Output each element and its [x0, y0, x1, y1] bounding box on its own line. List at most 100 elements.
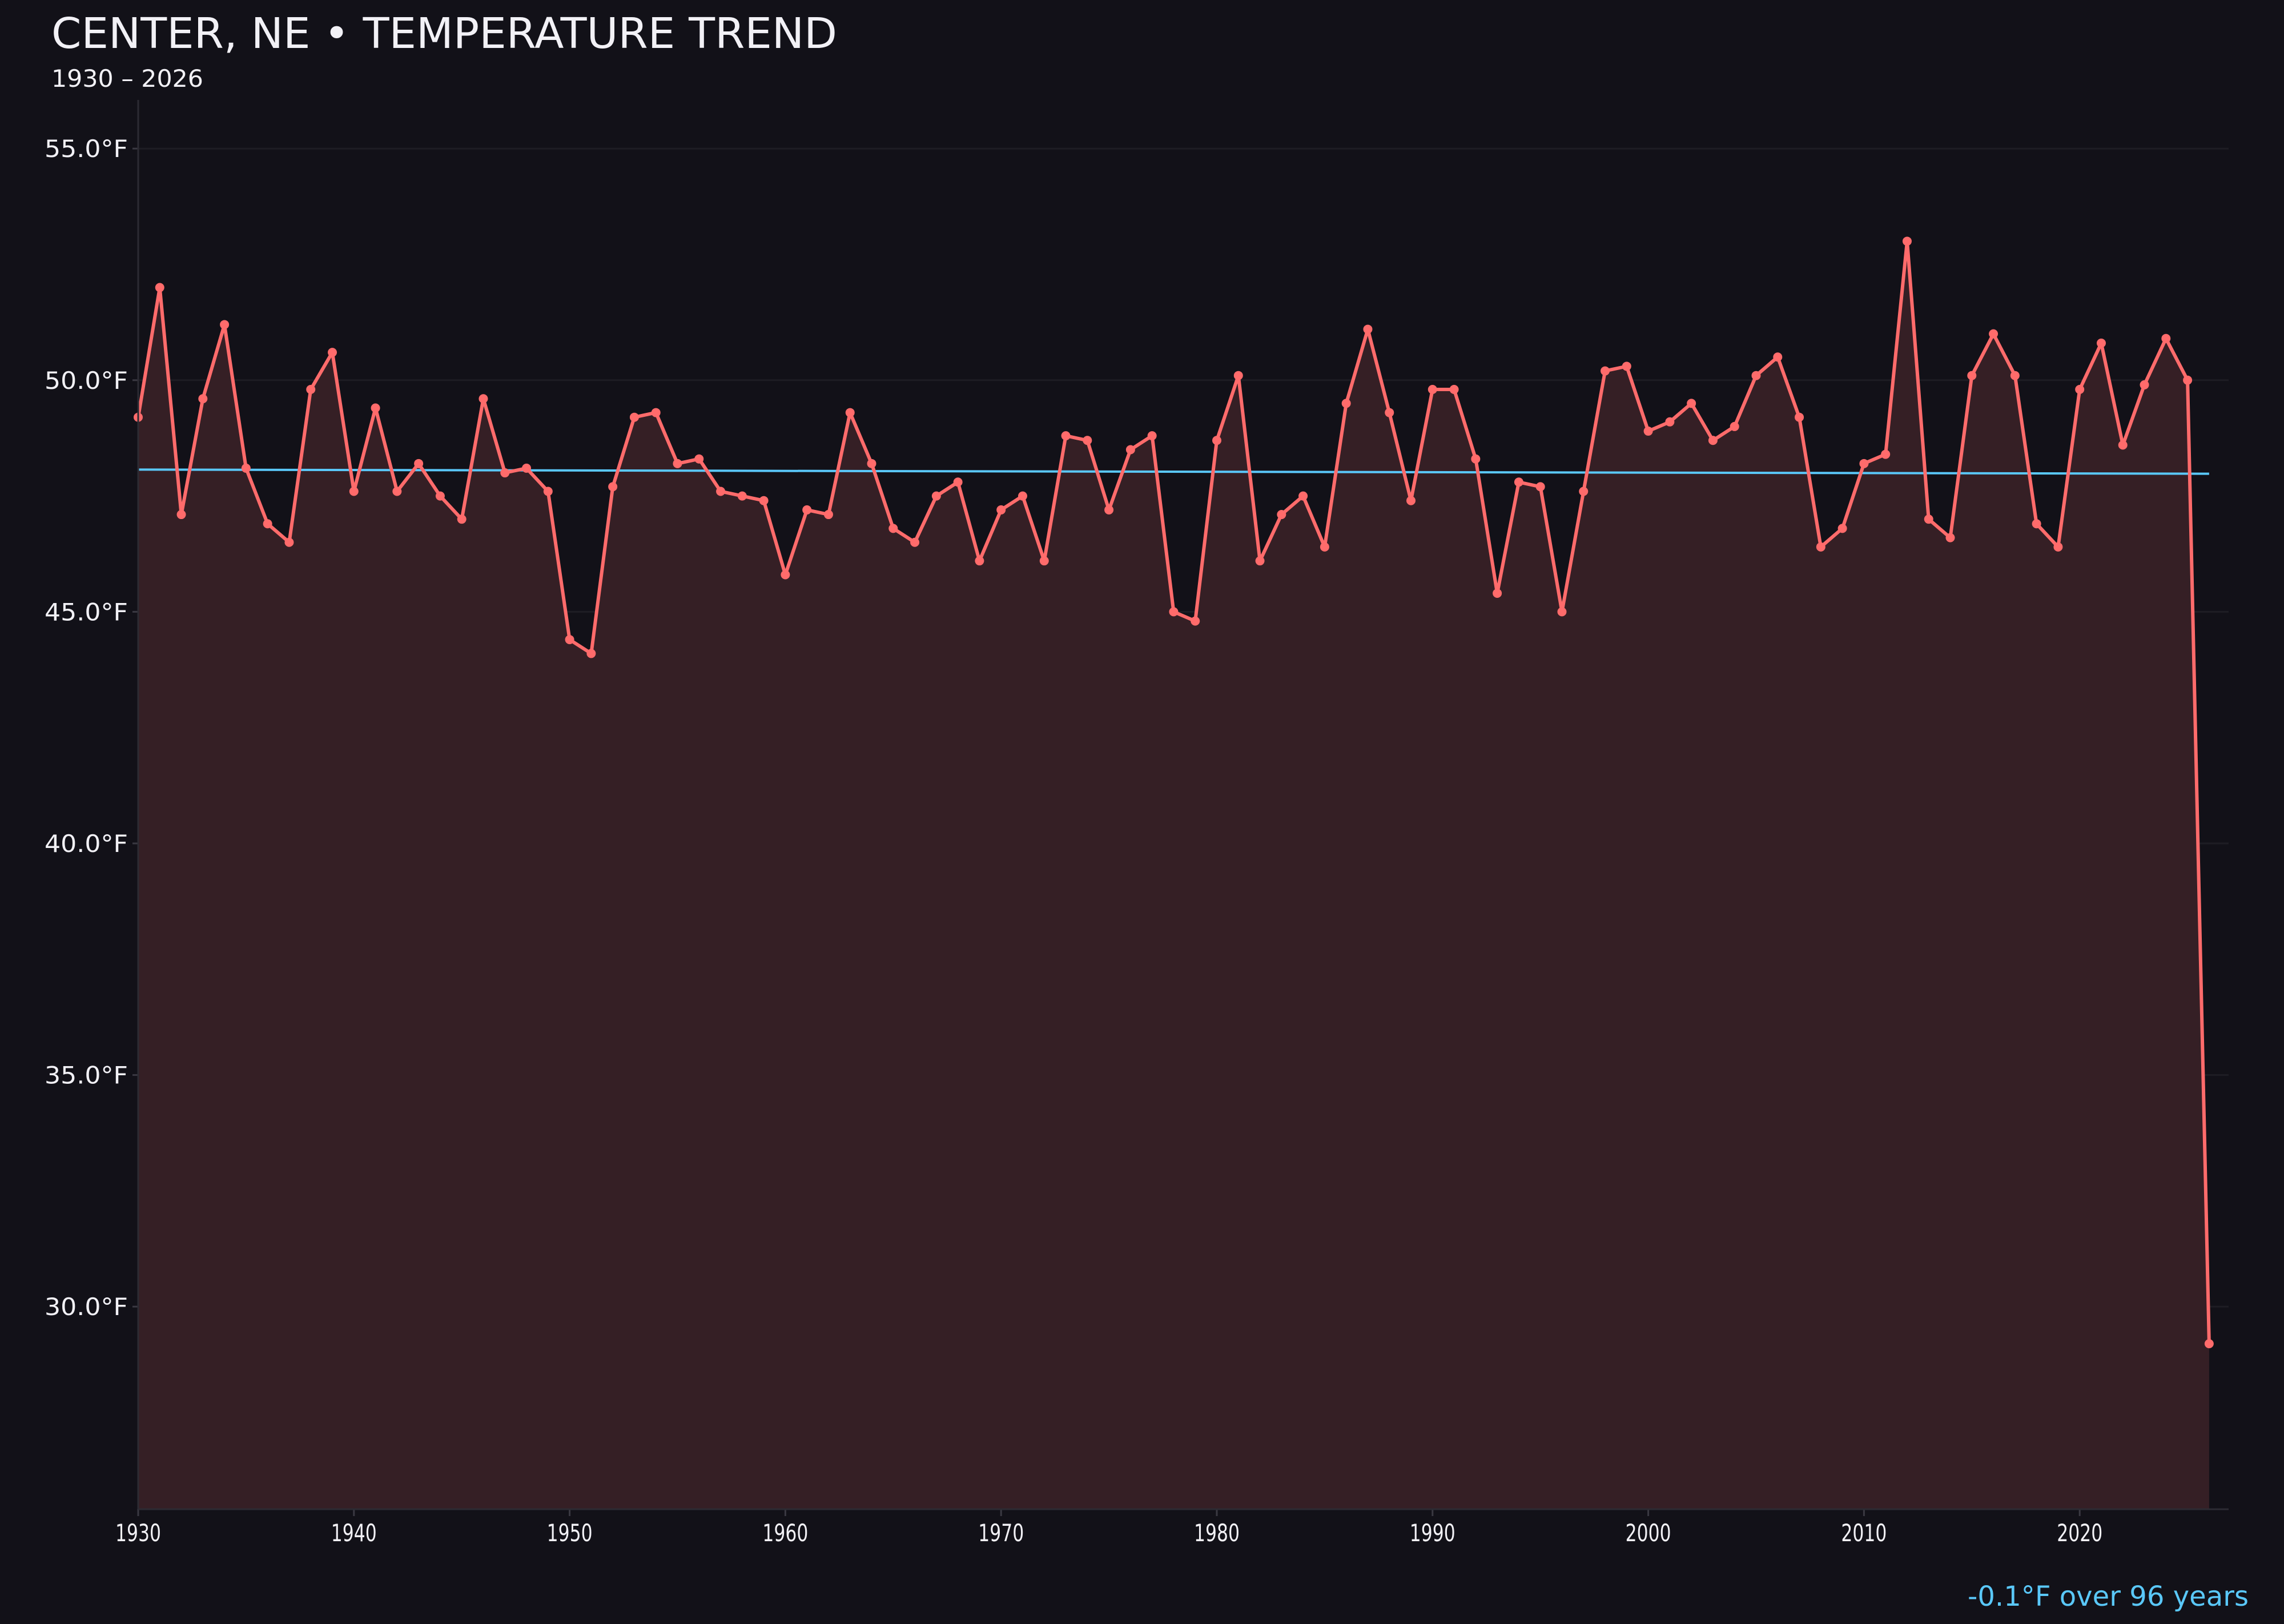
data-point [328, 348, 337, 357]
data-point [802, 505, 812, 514]
data-point [1427, 385, 1437, 395]
data-point [2032, 519, 2041, 529]
data-point [1277, 510, 1286, 520]
data-point [651, 408, 661, 417]
data-point [1967, 371, 1977, 380]
x-tick-label: 1950 [547, 1519, 593, 1547]
data-point [737, 491, 747, 501]
data-point [1557, 607, 1567, 617]
data-point [1061, 431, 1071, 441]
area-fill [138, 241, 2209, 1510]
data-point [1255, 556, 1265, 566]
data-point [1385, 408, 1394, 417]
data-point [673, 459, 682, 468]
data-point [910, 537, 920, 547]
data-point [2053, 542, 2063, 552]
data-point [478, 394, 488, 404]
data-point [392, 487, 402, 496]
data-point [953, 477, 963, 487]
chart-title: CENTER, NE • TEMPERATURE TREND [51, 9, 837, 58]
data-point [263, 519, 272, 529]
data-point [1471, 454, 1481, 464]
data-point [2204, 1339, 2214, 1349]
data-point [306, 385, 316, 395]
y-tick-label: 35.0°F [45, 1062, 128, 1090]
data-point [2010, 371, 2020, 380]
data-point [2183, 375, 2193, 385]
data-point [716, 487, 726, 496]
x-tick-label: 2020 [2057, 1519, 2102, 1547]
x-tick-label: 1940 [331, 1519, 377, 1547]
data-point [1191, 616, 1200, 626]
data-point [845, 408, 855, 417]
x-tick-label: 2010 [1841, 1519, 1887, 1547]
data-point [1687, 399, 1696, 408]
data-point [759, 496, 769, 505]
data-point [155, 283, 164, 292]
data-point [781, 570, 790, 580]
data-point [2118, 440, 2128, 450]
data-point [543, 487, 553, 496]
data-point [1341, 399, 1351, 408]
data-point [1902, 236, 1912, 246]
data-point [1708, 436, 1718, 445]
data-point [1104, 505, 1114, 514]
data-point [586, 649, 596, 658]
data-point [1881, 449, 1891, 459]
data-point [1989, 329, 1998, 339]
data-point [500, 468, 510, 478]
data-point [176, 510, 186, 520]
x-tick-label: 1990 [1410, 1519, 1455, 1547]
data-point [198, 394, 208, 404]
data-points [134, 236, 2214, 1349]
data-point [1169, 607, 1179, 617]
data-point [1514, 477, 1523, 487]
y-tick-label: 45.0°F [45, 598, 128, 626]
data-point [867, 459, 876, 468]
data-point [2075, 385, 2085, 395]
data-point [1601, 366, 1610, 376]
x-tick-label: 1980 [1194, 1519, 1240, 1547]
data-point [2161, 333, 2171, 343]
data-point [1147, 431, 1157, 441]
data-point [1795, 412, 1804, 422]
data-point [284, 537, 294, 547]
data-point [435, 491, 445, 501]
data-point [1924, 514, 1933, 524]
data-point [1816, 542, 1825, 552]
data-point [1665, 417, 1675, 427]
data-point [1859, 459, 1869, 468]
x-tick-label: 1930 [115, 1519, 161, 1547]
x-tick-label: 1960 [762, 1519, 808, 1547]
data-point [1320, 542, 1329, 552]
data-point [1837, 524, 1847, 533]
data-point [2096, 338, 2106, 348]
data-point [608, 482, 618, 492]
trend-annotation: -0.1°F over 96 years [1968, 1581, 2249, 1613]
data-point [241, 463, 251, 473]
data-point [996, 505, 1006, 514]
data-point [414, 459, 424, 468]
y-tick-label: 50.0°F [45, 367, 128, 395]
data-point [349, 487, 359, 496]
data-point [1298, 491, 1308, 501]
data-point [1125, 445, 1135, 455]
data-point [1622, 361, 1631, 371]
data-point [220, 320, 230, 329]
x-tick-label: 2000 [1626, 1519, 1671, 1547]
y-tick-label: 55.0°F [45, 135, 128, 163]
data-point [1730, 421, 1739, 431]
data-point [1018, 491, 1027, 501]
data-point [371, 403, 380, 413]
data-point [1363, 324, 1373, 334]
data-point [1233, 371, 1243, 380]
trend-line [138, 468, 2209, 475]
data-point [1579, 487, 1589, 496]
data-point [1643, 427, 1653, 436]
data-point [823, 510, 833, 520]
x-tick-label: 1970 [978, 1519, 1024, 1547]
data-point [1406, 496, 1416, 505]
data-point [931, 491, 941, 501]
chart-subtitle: 1930 – 2026 [51, 65, 203, 93]
